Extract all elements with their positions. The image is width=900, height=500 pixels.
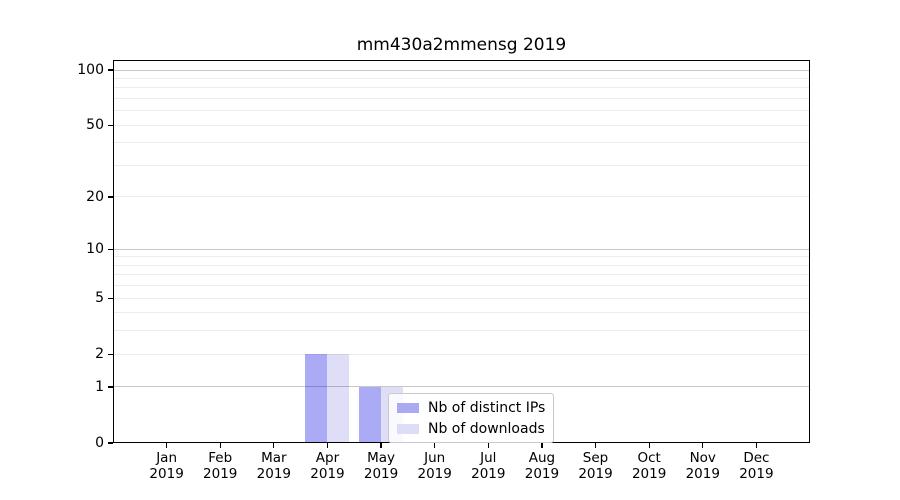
x-tick: [541, 443, 543, 448]
bar-distinct-ips: [305, 354, 328, 443]
x-tick: [434, 443, 436, 448]
legend-entry-downloads: Nb of downloads: [397, 420, 545, 437]
chart-title: mm430a2mmensg 2019: [356, 35, 567, 55]
y-tick-label: 20: [86, 188, 104, 205]
y-tick: [108, 196, 113, 198]
x-tick: [487, 443, 489, 448]
x-tick-label: Jan 2019: [149, 450, 184, 482]
x-tick-label: Jun 2019: [417, 450, 452, 482]
gridline-major: [113, 248, 810, 250]
x-tick-label: May 2019: [363, 450, 399, 482]
y-tick: [108, 297, 113, 299]
y-tick: [108, 69, 113, 71]
x-tick: [380, 443, 382, 448]
gridline-minor: [113, 297, 810, 299]
y-tick-label: 5: [95, 290, 104, 307]
legend-swatch-downloads: [397, 423, 419, 434]
y-tick-label: 50: [86, 117, 104, 134]
x-tick: [326, 443, 329, 448]
x-tick-label: Jul 2019: [471, 450, 506, 482]
y-tick: [108, 353, 113, 355]
x-tick: [273, 443, 275, 448]
gridline-minor: [113, 312, 810, 314]
plot-area: Nb of distinct IPs Nb of downloads: [113, 60, 810, 443]
y-tick: [108, 248, 113, 250]
x-tick-label: Sep 2019: [578, 450, 613, 482]
x-tick: [702, 443, 704, 448]
legend-label-distinct-ips: Nb of distinct IPs: [428, 399, 546, 416]
gridline-minor: [113, 285, 810, 287]
gridline-minor: [113, 110, 810, 112]
x-tick-label: Oct 2019: [631, 450, 667, 482]
x-tick: [166, 443, 168, 448]
legend-swatch-distinct-ips: [397, 402, 419, 413]
legend-entry-distinct-ips: Nb of distinct IPs: [397, 399, 545, 416]
x-tick-label: Mar 2019: [256, 450, 292, 482]
gridline-minor: [113, 142, 810, 144]
x-tick-label: Feb 2019: [203, 450, 238, 482]
y-tick-label: 2: [95, 346, 104, 363]
y-tick-label: 1: [95, 378, 104, 395]
x-tick: [648, 443, 650, 448]
legend: Nb of distinct IPs Nb of downloads: [388, 393, 555, 443]
x-tick-label: Nov 2019: [685, 450, 720, 482]
x-tick-label: Aug 2019: [524, 450, 560, 482]
gridline-minor: [113, 264, 810, 266]
gridline-minor: [113, 274, 810, 276]
bar-distinct-ips: [359, 386, 382, 443]
y-tick: [108, 124, 113, 126]
gridline-minor: [113, 330, 810, 332]
gridline-minor: [113, 87, 810, 89]
gridline-minor: [113, 256, 810, 258]
legend-label-downloads: Nb of downloads: [428, 420, 545, 437]
gridline-minor: [113, 353, 810, 355]
y-tick: [108, 442, 113, 444]
gridline-minor: [113, 124, 810, 126]
y-tick-label: 100: [77, 62, 104, 78]
gridline-minor: [113, 196, 810, 198]
x-tick: [219, 443, 221, 448]
y-tick-label: 0: [95, 435, 104, 451]
bar-downloads: [327, 354, 350, 443]
y-tick: [108, 386, 113, 388]
gridline-minor: [113, 77, 810, 79]
x-tick: [755, 443, 757, 448]
gridline-major: [113, 386, 810, 388]
x-tick-label: Apr 2019: [310, 450, 345, 482]
x-tick-label: Dec 2019: [739, 450, 774, 482]
y-tick-label: 10: [86, 241, 104, 258]
gridline-minor: [113, 97, 810, 99]
gridline-minor: [113, 164, 810, 166]
x-tick: [594, 443, 597, 448]
gridline-major: [113, 69, 810, 71]
